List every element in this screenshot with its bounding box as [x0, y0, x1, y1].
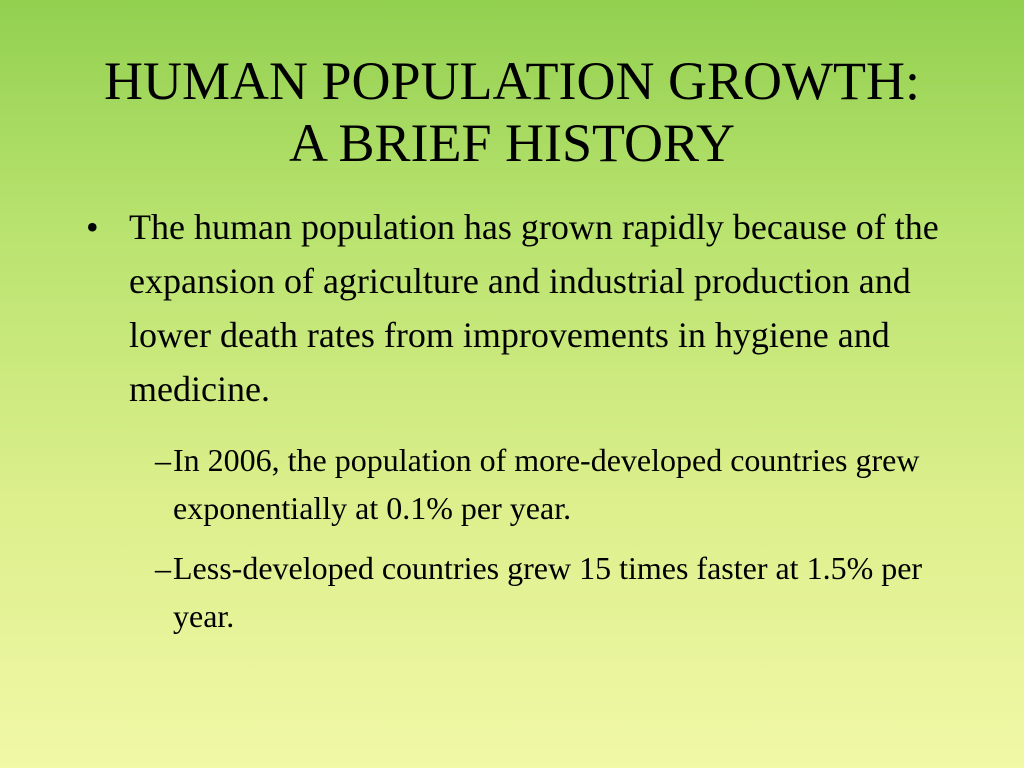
bullet-text: The human population has grown rapidly b…	[129, 207, 939, 409]
slide-title: HUMAN POPULATION GROWTH: A BRIEF HISTORY	[40, 50, 984, 174]
sub-bullet-list: – In 2006, the population of more-develo…	[80, 436, 960, 640]
sub-bullet-item: – Less-developed countries grew 15 times…	[155, 544, 960, 640]
sub-bullet-marker: –	[155, 442, 171, 478]
sub-bullet-marker: –	[155, 550, 171, 586]
bullet-item: • The human population has grown rapidly…	[80, 200, 960, 416]
slide-body: • The human population has grown rapidly…	[80, 200, 960, 652]
sub-bullet-text: In 2006, the population of more-develope…	[173, 442, 920, 526]
bullet-marker: •	[86, 207, 99, 247]
title-line-1: HUMAN POPULATION GROWTH:	[104, 51, 920, 111]
sub-bullet-item: – In 2006, the population of more-develo…	[155, 436, 960, 532]
title-line-2: A BRIEF HISTORY	[288, 113, 736, 173]
sub-bullet-text: Less-developed countries grew 15 times f…	[173, 550, 923, 634]
